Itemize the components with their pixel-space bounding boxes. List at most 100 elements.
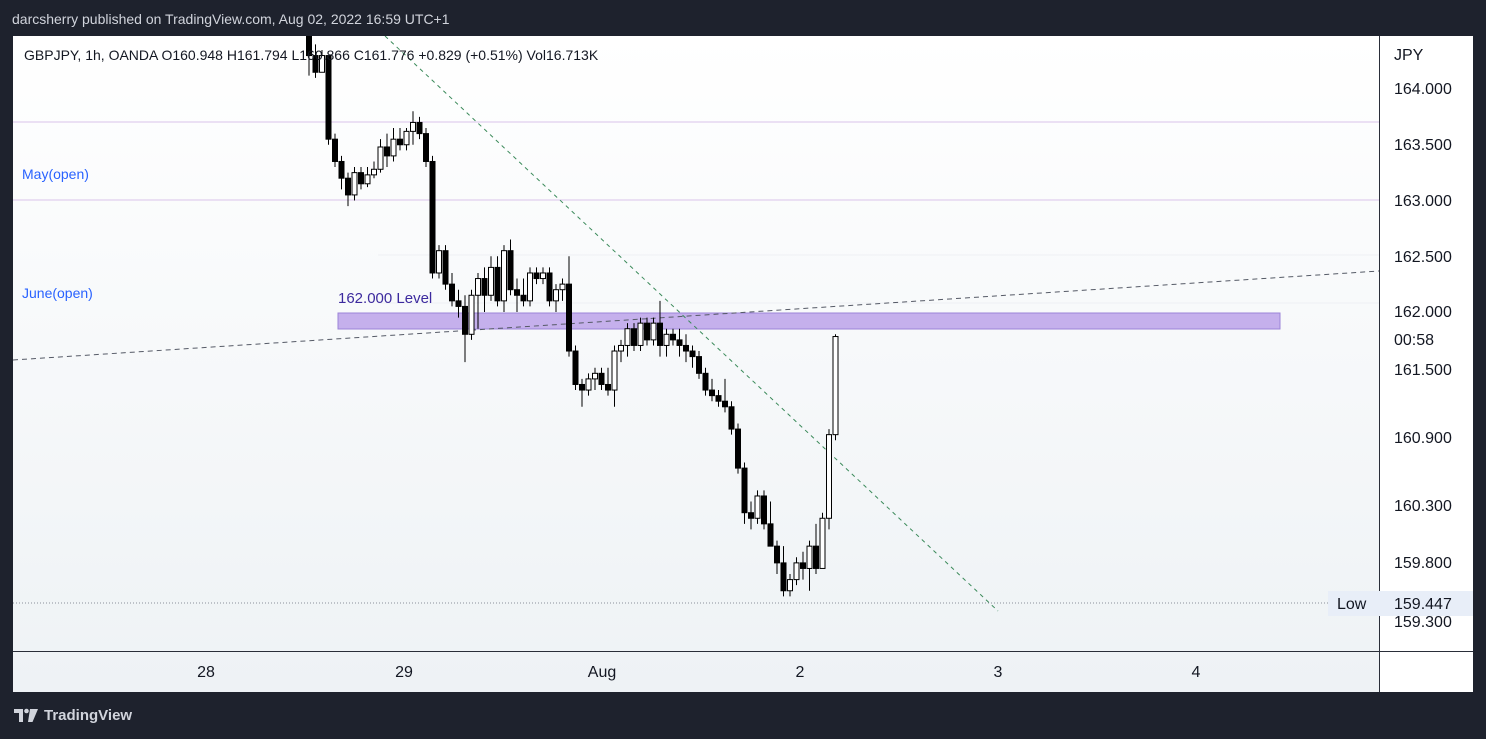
candle-body-down (345, 177, 351, 196)
candle (559, 278, 566, 301)
candle-body-down (449, 283, 455, 302)
candle-body-up (826, 434, 832, 519)
candle-body-up (787, 579, 793, 592)
candle (709, 378, 715, 402)
candle-body-down (546, 272, 553, 302)
candle (670, 328, 676, 346)
candle-body-down (507, 250, 514, 291)
candle-body-down (696, 356, 702, 374)
candle (455, 289, 462, 318)
candle-body-down (416, 121, 423, 135)
candle (423, 128, 429, 168)
candle (741, 462, 748, 524)
candle (475, 272, 481, 329)
candle (618, 339, 624, 363)
tradingview-logo-icon (14, 708, 38, 722)
candle (507, 239, 514, 296)
candle (585, 373, 592, 396)
candle (384, 133, 390, 168)
candle (579, 378, 585, 407)
candle (689, 345, 696, 368)
candle (540, 267, 546, 285)
candle-body-up (832, 336, 839, 436)
footer-brand: TradingView (13, 706, 132, 724)
candle-body-up (527, 272, 533, 302)
low-label-value: 159.447 (1394, 596, 1452, 613)
candle-body-down (670, 333, 676, 341)
candle (468, 289, 475, 340)
candle (319, 49, 325, 73)
candle-body-down (709, 389, 715, 397)
candle-body-up (364, 174, 371, 185)
candle-body-down (384, 146, 390, 157)
candle (702, 367, 709, 396)
candle-body-down (702, 372, 709, 391)
candle (631, 323, 637, 352)
candle-body-down (338, 160, 345, 179)
candle (780, 546, 787, 597)
price-tick-label: 163.000 (1394, 193, 1452, 210)
time-tick-label: 4 (1192, 664, 1201, 681)
price-tick-label: 162.500 (1394, 249, 1452, 266)
candle (754, 490, 761, 524)
candle-body-up (319, 55, 325, 73)
candle-body-down (358, 172, 364, 185)
candle (462, 295, 468, 363)
candle-body-down (800, 562, 806, 569)
chart-frame[interactable]: May(open) June(open) 162.000 Level GBPJPY, … (13, 36, 1473, 692)
candle (813, 523, 819, 575)
candle (761, 490, 767, 530)
trend-line-rising (13, 270, 1380, 361)
candle-body-down (735, 428, 741, 469)
candle (735, 423, 741, 474)
candle-body-down (494, 266, 501, 302)
candle (546, 267, 553, 307)
candle-body-down (689, 350, 696, 358)
candle (553, 284, 559, 312)
low-label-box (1328, 591, 1473, 616)
candle (683, 334, 689, 363)
candle (598, 367, 605, 391)
time-tick-label: 2 (796, 664, 805, 681)
time-tick-label: 29 (395, 664, 413, 681)
candle-body-down (455, 300, 462, 307)
candle-body-down (598, 372, 605, 385)
candle-body-up (592, 372, 598, 380)
candle-body-down (774, 545, 780, 564)
candle (624, 323, 631, 357)
candle-body-down (566, 283, 572, 352)
candle (436, 245, 442, 279)
candle-body-down (462, 305, 468, 335)
candle (748, 501, 754, 530)
candle (351, 167, 358, 201)
candle-body-up (663, 333, 670, 346)
candle-body-down (572, 350, 579, 385)
candle-body-down (423, 133, 429, 162)
candle (572, 345, 579, 391)
price-tick-label: 163.500 (1394, 137, 1452, 154)
candle (488, 256, 494, 301)
candle-body-up (488, 266, 494, 296)
candle (566, 256, 572, 357)
countdown-box (1381, 327, 1471, 351)
candle (501, 245, 507, 312)
candle-body-down (533, 272, 540, 280)
candle-body-down (715, 395, 722, 402)
candle (819, 512, 826, 569)
candle-body-up (351, 172, 358, 196)
candle-body-down (605, 383, 611, 391)
candle-body-down (481, 278, 488, 296)
candle (527, 267, 533, 307)
candle (832, 334, 839, 441)
candle (345, 172, 351, 207)
time-tick-label: 28 (197, 664, 215, 681)
candle (696, 351, 702, 379)
candle (715, 390, 722, 407)
candle (800, 551, 806, 580)
candle (410, 111, 416, 145)
candle-body-up (475, 278, 481, 296)
candle-body-down (676, 339, 683, 346)
candle-body-up (403, 130, 410, 146)
candle (514, 278, 520, 312)
candlestick-chart[interactable]: May(open) June(open) 162.000 Level GBPJPY, … (13, 36, 1473, 692)
